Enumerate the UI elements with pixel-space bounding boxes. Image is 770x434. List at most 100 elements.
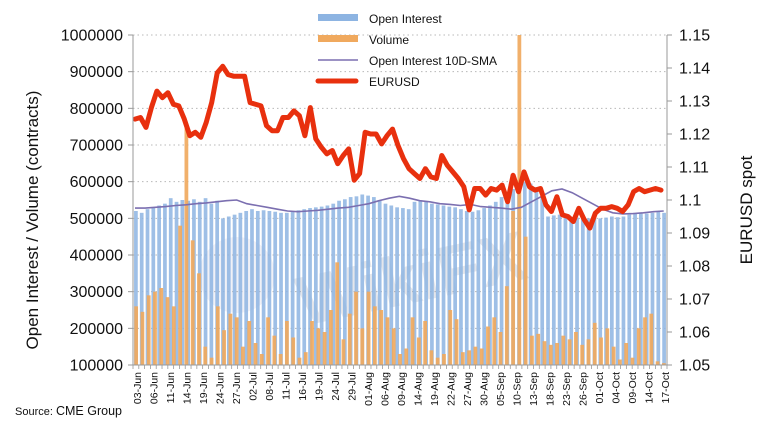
open-interest-bar	[662, 212, 666, 365]
volume-bar	[222, 330, 226, 365]
eurusd-series	[132, 63, 664, 231]
open-interest-bar	[395, 207, 399, 365]
open-interest-bar	[633, 213, 637, 365]
open-interest-bar	[563, 216, 568, 365]
x-tick-label: 09-Oct	[627, 372, 639, 404]
volume-bar	[517, 35, 522, 365]
open-interest-bar	[459, 209, 463, 365]
right-tick-label: 1.08	[679, 259, 710, 276]
volume-bar	[178, 225, 183, 365]
left-tick-label: 300000	[70, 284, 123, 301]
open-interest-bar	[406, 209, 411, 365]
open-interest-bar	[279, 212, 283, 365]
open-interest-bar	[505, 192, 510, 365]
left-tick-label: 500000	[70, 211, 123, 228]
open-interest-bar	[348, 197, 353, 365]
volume-bar	[398, 354, 402, 365]
volume-bar	[153, 291, 157, 365]
open-interest-bar	[592, 219, 597, 365]
x-tick-label: 14-Oct	[644, 372, 656, 404]
open-interest-bar	[145, 209, 150, 365]
volume-bar	[454, 319, 459, 365]
x-tick-label: 22-Aug	[446, 372, 458, 406]
volume-bar	[385, 317, 390, 365]
open-interest-bar	[203, 198, 208, 365]
volume-bar	[473, 346, 478, 365]
x-tick-label: 08-Jul	[264, 372, 276, 401]
volume-bar	[404, 348, 409, 365]
x-tick-label: 11-Jun	[165, 372, 177, 403]
x-tick-label: 27-Jun	[231, 372, 243, 404]
x-tick-label: 03-Jun	[132, 372, 144, 404]
legend-swatch-volume	[318, 35, 358, 42]
volume-bar	[372, 306, 377, 365]
open-interest-bar	[383, 203, 388, 365]
x-tick-label: 09-Aug	[396, 372, 408, 406]
open-interest-bar	[412, 201, 417, 365]
left-tick-label: 1000000	[61, 28, 123, 45]
x-tick-label: 14-Aug	[413, 372, 425, 406]
open-interest-bar	[180, 200, 185, 365]
volume-bar	[467, 350, 471, 365]
open-interest-bar	[244, 211, 249, 365]
right-tick-label: 1.12	[679, 127, 710, 144]
volume-bar	[297, 357, 302, 365]
volume-bar	[624, 343, 629, 365]
open-interest-bar	[569, 218, 574, 365]
volume-bar	[448, 310, 453, 365]
right-axis-title: EURUSD spot	[737, 155, 756, 264]
x-tick-label: 26-Sep	[578, 372, 590, 406]
x-tick-label: 02-Jul	[248, 372, 260, 401]
volume-bar	[379, 310, 384, 365]
volume-bar	[636, 328, 641, 365]
right-tick-label: 1.07	[679, 292, 710, 309]
volume-bar	[429, 350, 434, 365]
left-tick-label: 600000	[70, 174, 123, 191]
open-interest-bar	[615, 217, 620, 365]
open-interest-bar	[656, 211, 661, 365]
open-interest-bar	[319, 206, 324, 365]
open-interest-bar	[250, 209, 254, 365]
volume-bar	[580, 344, 585, 365]
open-interest-bar	[238, 212, 243, 365]
open-interest-bar	[313, 207, 318, 365]
volume-bar	[542, 341, 547, 365]
open-interest-bar	[499, 197, 504, 365]
open-interest-bar	[430, 203, 434, 365]
x-tick-label: 19-Aug	[429, 372, 441, 406]
volume-bar	[410, 317, 415, 365]
open-interest-bar	[389, 205, 394, 365]
legend-label-sma: Open Interest 10D-SMA	[369, 54, 497, 68]
open-interest-bar	[586, 218, 591, 365]
open-interest-bar	[470, 211, 475, 365]
open-interest-bar	[528, 183, 533, 365]
volume-bar	[197, 273, 201, 365]
volume-bar	[617, 359, 622, 365]
right-axis-ticks: 1.05 1.06 1.07 1.08 1.09 1.1 1.11 1.12 1.13 1.14 1…	[667, 28, 710, 375]
volume-bar	[504, 286, 509, 365]
source-name: CME Group	[55, 404, 122, 418]
open-interest-bar	[215, 200, 220, 365]
volume-bar	[599, 337, 603, 365]
open-interest-bar	[551, 215, 556, 365]
x-tick-label: 19-Jul	[314, 372, 326, 401]
x-tick-label: 27-Aug	[462, 372, 474, 406]
volume-bar	[159, 288, 164, 365]
sma-line	[135, 188, 664, 215]
open-interest-bar	[284, 212, 289, 365]
open-interest-bar	[401, 208, 405, 365]
left-tick-label: 400000	[70, 248, 123, 265]
right-tick-label: 1.14	[679, 61, 710, 78]
volume-bar	[215, 306, 220, 365]
volume-bar	[190, 240, 195, 365]
volume-bar	[247, 321, 252, 365]
volume-bar	[592, 322, 597, 365]
volume-bar	[611, 346, 616, 365]
volume-bar	[536, 333, 541, 365]
volume-bar	[322, 332, 327, 365]
x-tick-label: 29-Jul	[347, 372, 359, 401]
volume-bar	[523, 236, 528, 365]
x-tick-label: 24-Jul	[330, 372, 342, 401]
x-tick-label: 04-Oct	[611, 372, 623, 404]
